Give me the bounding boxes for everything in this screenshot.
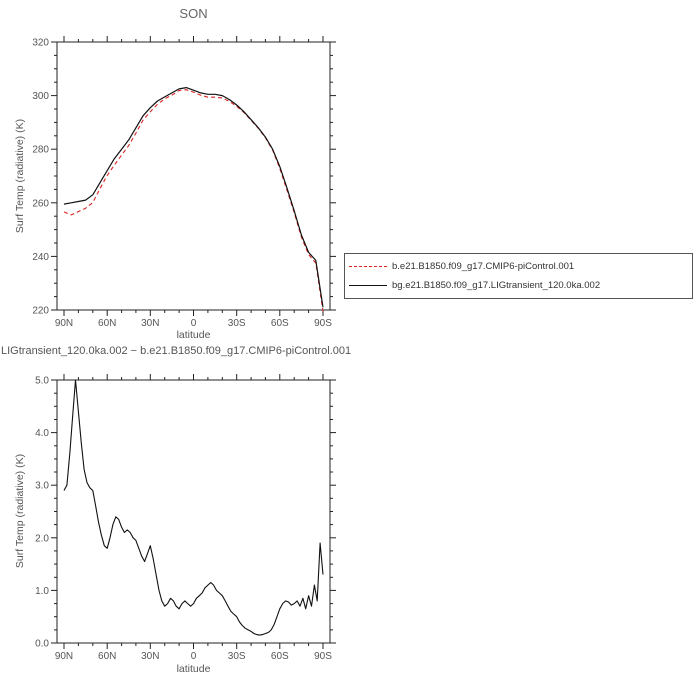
bottom-y-axis-label: Surf Temp (radiative) (K) [14, 453, 26, 569]
legend-item: bg.e21.B1850.f09_g17.LIGtransient_120.0k… [349, 276, 688, 295]
svg-text:260: 260 [32, 198, 49, 209]
svg-text:30S: 30S [228, 651, 246, 662]
svg-text:90N: 90N [55, 651, 73, 662]
svg-text:320: 320 [32, 38, 49, 49]
svg-text:60N: 60N [98, 318, 116, 329]
svg-text:240: 240 [32, 252, 49, 263]
svg-text:220: 220 [32, 306, 49, 317]
top-chart-title: SON [179, 6, 208, 21]
svg-text:30N: 30N [141, 651, 159, 662]
svg-text:90S: 90S [314, 651, 332, 662]
legend-label: bg.e21.B1850.f09_g17.LIGtransient_120.0k… [392, 280, 601, 291]
svg-text:90N: 90N [55, 318, 73, 329]
svg-text:60S: 60S [271, 651, 289, 662]
svg-text:0: 0 [191, 651, 197, 662]
svg-text:30N: 30N [141, 318, 159, 329]
top-chart-svg: 90N 60N 30N 0 30S 60S 90S 220 240 260 280 300 320 [32, 36, 336, 329]
legend-item: b.e21.B1850.f09_g17.CMIP6-piControl.001 [349, 257, 688, 276]
svg-text:0.0: 0.0 [35, 639, 49, 650]
svg-text:300: 300 [32, 91, 49, 102]
svg-text:90S: 90S [314, 318, 332, 329]
svg-text:1.0: 1.0 [35, 586, 49, 597]
black-solid-line-swatch [349, 285, 387, 286]
legend-label: b.e21.B1850.f09_g17.CMIP6-piControl.001 [392, 261, 575, 272]
svg-text:30S: 30S [228, 318, 246, 329]
svg-text:3.0: 3.0 [35, 481, 49, 492]
svg-text:2.0: 2.0 [35, 533, 49, 544]
svg-text:5.0: 5.0 [35, 376, 49, 387]
bottom-x-axis-label: latitude [176, 663, 211, 675]
bottom-chart-title: LIGtransient_120.0ka.002 − b.e21.B1850.f… [1, 345, 352, 357]
bottom-chart-svg: 90N 60N 30N 0 30S 60S 90S 0.0 1.0 2.0 3.0 4.0 5.0 [35, 374, 336, 662]
svg-text:280: 280 [32, 145, 49, 156]
svg-text:0: 0 [191, 318, 197, 329]
svg-text:4.0: 4.0 [35, 428, 49, 439]
red-dashed-line-swatch [349, 266, 387, 267]
svg-text:60N: 60N [98, 651, 116, 662]
legend: b.e21.B1850.f09_g17.CMIP6-piControl.001 … [344, 253, 693, 299]
svg-text:60S: 60S [271, 318, 289, 329]
top-x-axis-label: latitude [176, 329, 211, 341]
top-y-axis-label: Surf Temp (radiative) (K) [14, 118, 26, 234]
